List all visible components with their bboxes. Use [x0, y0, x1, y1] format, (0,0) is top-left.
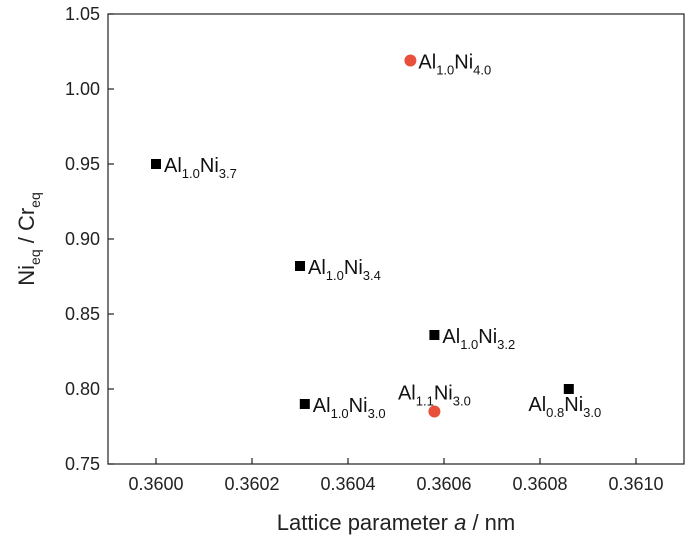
x-tick-label: 0.3600 [128, 474, 183, 494]
point-label-element: Ni [344, 257, 363, 279]
data-point-square [299, 399, 310, 409]
point-label: Al1.0Ni3.2 [442, 326, 515, 352]
y-tick-label: 0.85 [65, 304, 100, 324]
x-tick-label: 0.3608 [512, 474, 567, 494]
y-axis-title: Nieq / Creq [14, 192, 43, 286]
point-label-subscript: 3.4 [363, 268, 381, 283]
point-label-subscript: 1.0 [331, 406, 349, 421]
point-label-element: Ni [454, 52, 473, 74]
point-label-element: Al [398, 383, 416, 405]
x-tick-label: 0.3610 [608, 474, 663, 494]
y-tick-label: 0.80 [65, 379, 100, 399]
point-label-subscript: 3.0 [453, 394, 471, 409]
data-point-circle [404, 54, 417, 67]
data-point-square [295, 261, 305, 271]
y-axis-title-ni-sub: eq [27, 249, 43, 265]
point-label: Al1.0Ni4.0 [418, 52, 491, 78]
point-label-element: Ni [434, 383, 453, 405]
point-label: Al1.0Ni3.4 [308, 257, 381, 283]
x-axis: 0.3600 0.3602 0.3604 0.3606 0.3608 0.3610 [128, 458, 664, 494]
point-label-subscript: 3.2 [497, 337, 515, 352]
point-label-subscript: 4.0 [473, 63, 491, 78]
y-tick-label: 1.05 [65, 4, 100, 24]
point-label-subscript: 3.0 [583, 405, 601, 420]
x-axis-title-prefix: Lattice parameter [277, 510, 454, 535]
point-label-element: Al [313, 395, 331, 417]
point-label-element: Al [442, 326, 460, 348]
point-label-element: Ni [200, 155, 219, 177]
point-label-element: Ni [349, 395, 368, 417]
point-label: Al1.1Ni3.0 [398, 383, 471, 409]
y-tick-label: 0.90 [65, 229, 100, 249]
point-label-subscript: 3.7 [219, 166, 237, 181]
y-tick-label: 0.75 [65, 454, 100, 474]
x-axis-title-symbol: a [454, 510, 466, 535]
x-tick-label: 0.3606 [416, 474, 471, 494]
x-axis-title: Lattice parameter a / nm [277, 510, 515, 535]
point-label-subscript: 3.0 [368, 406, 386, 421]
point-label-subscript: 1.0 [460, 337, 478, 352]
data-point-square [429, 330, 440, 340]
point-label-element: Al [418, 52, 436, 74]
point-label-element: Al [308, 257, 326, 279]
point-label-subscript: 1.0 [436, 63, 454, 78]
y-axis-title-ni: Ni [14, 265, 39, 286]
point-label-subscript: 1.0 [326, 268, 344, 283]
plot-frame [107, 13, 685, 465]
data-point-square [563, 384, 574, 394]
y-axis-title-cr: / Cr [14, 208, 39, 250]
point-label: Al1.0Ni3.7 [164, 155, 237, 181]
point-label-subscript: 1.1 [416, 394, 434, 409]
point-label-element: Ni [478, 326, 497, 348]
x-tick-label: 0.3604 [320, 474, 375, 494]
point-label: Al0.8Ni3.0 [528, 394, 601, 420]
y-axis-title-cr-sub: eq [27, 192, 43, 208]
point-label: Al1.0Ni3.0 [313, 395, 386, 421]
x-tick-label: 0.3602 [224, 474, 279, 494]
point-label-element: Ni [564, 394, 583, 416]
point-label-subscript: 0.8 [546, 405, 564, 420]
data-point-square [151, 159, 161, 169]
y-tick-label: 0.95 [65, 154, 100, 174]
y-axis: 0.75 0.80 0.85 0.90 0.95 1.00 1.05 [65, 4, 114, 474]
y-tick-label: 1.00 [65, 79, 100, 99]
point-label-element: Al [528, 394, 546, 416]
point-label-element: Al [164, 155, 182, 177]
point-label-subscript: 1.0 [182, 166, 200, 181]
data-points: Al1.0Ni3.7Al1.0Ni3.4Al1.0Ni3.0Al1.0Ni3.2… [151, 52, 601, 421]
data-point-circle [428, 405, 441, 418]
x-axis-title-unit: / nm [466, 510, 515, 535]
